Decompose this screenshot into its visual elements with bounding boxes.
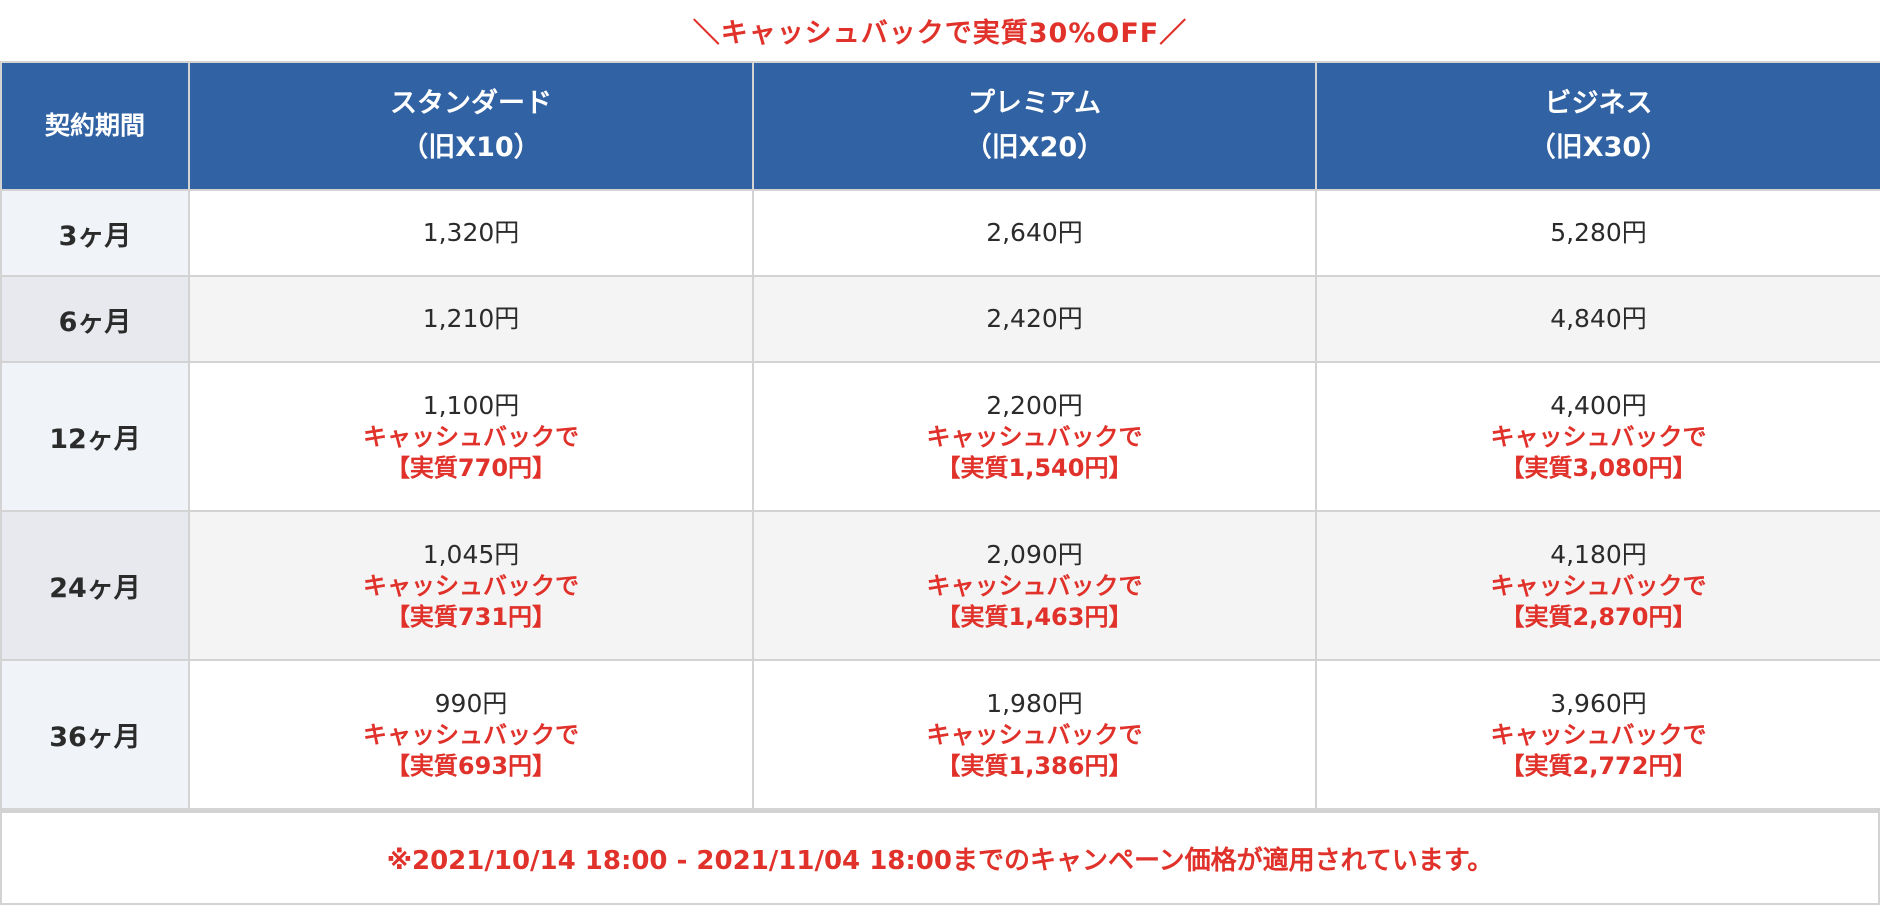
cashback-label: キャッシュバックで	[926, 422, 1143, 451]
plan-header-business: ビジネス （旧X30）	[1315, 61, 1880, 191]
price-cell: 1,210円	[188, 275, 754, 363]
plan-old-name: （旧X10）	[401, 132, 541, 163]
cashback-label: キャッシュバックで	[926, 720, 1143, 749]
plan-name: スタンダード	[390, 88, 552, 119]
monthly-price: 2,420円	[986, 304, 1083, 333]
table-row: 3ヶ月 1,320円 2,640円 5,280円	[0, 189, 1880, 277]
monthly-price: 4,400円	[1550, 390, 1647, 420]
price-cell: 4,180円 キャッシュバックで 【実質2,870円】	[1315, 510, 1880, 661]
price-cell: 2,640円	[752, 189, 1317, 277]
price-cell: 1,980円 キャッシュバックで 【実質1,386円】	[752, 659, 1317, 810]
price-cell: 2,090円 キャッシュバックで 【実質1,463円】	[752, 510, 1317, 661]
table-header-row: 契約期間 スタンダード （旧X10） プレミアム （旧X20） ビジネス （旧X…	[0, 61, 1880, 191]
cashback-label: キャッシュバックで	[1490, 720, 1707, 749]
monthly-price: 990円	[434, 688, 508, 718]
price-cell: 990円 キャッシュバックで 【実質693円】	[188, 659, 754, 810]
cashback-label: キャッシュバックで	[1490, 422, 1707, 451]
price-cell: 4,840円	[1315, 275, 1880, 363]
price-cell: 2,420円	[752, 275, 1317, 363]
price-cell: 1,045円 キャッシュバックで 【実質731円】	[188, 510, 754, 661]
monthly-price: 3,960円	[1550, 688, 1647, 718]
table-row: 36ヶ月 990円 キャッシュバックで 【実質693円】 1,980円 キャッシ…	[0, 659, 1880, 810]
monthly-price: 1,980円	[986, 688, 1083, 718]
period-cell: 12ヶ月	[0, 361, 190, 512]
table-row: 24ヶ月 1,045円 キャッシュバックで 【実質731円】 2,090円 キャ…	[0, 510, 1880, 661]
campaign-period-note: ※2021/10/14 18:00 - 2021/11/04 18:00までのキ…	[0, 810, 1880, 905]
monthly-price: 1,100円	[422, 390, 520, 420]
price-cell: 1,320円	[188, 189, 754, 277]
monthly-price: 2,200円	[986, 390, 1083, 420]
effective-price: 【実質693円】	[385, 751, 557, 780]
plan-name: プレミアム	[967, 88, 1102, 119]
effective-price: 【実質1,386円】	[936, 751, 1133, 780]
period-cell: 36ヶ月	[0, 659, 190, 810]
price-cell: 3,960円 キャッシュバックで 【実質2,772円】	[1315, 659, 1880, 810]
table-row: 12ヶ月 1,100円 キャッシュバックで 【実質770円】 2,200円 キャ…	[0, 361, 1880, 512]
price-cell: 2,200円 キャッシュバックで 【実質1,540円】	[752, 361, 1317, 512]
monthly-price: 1,320円	[422, 218, 520, 247]
period-header: 契約期間	[0, 61, 190, 191]
cashback-label: キャッシュバックで	[363, 422, 579, 451]
table-row: 6ヶ月 1,210円 2,420円 4,840円	[0, 275, 1880, 363]
price-cell: 1,100円 キャッシュバックで 【実質770円】	[188, 361, 754, 512]
monthly-price: 2,640円	[986, 218, 1083, 247]
monthly-price: 4,840円	[1550, 304, 1647, 333]
effective-price: 【実質2,772円】	[1500, 751, 1697, 780]
cashback-label: キャッシュバックで	[363, 571, 579, 600]
price-cell: 4,400円 キャッシュバックで 【実質3,080円】	[1315, 361, 1880, 512]
period-cell: 24ヶ月	[0, 510, 190, 661]
monthly-price: 5,280円	[1550, 218, 1647, 247]
cashback-label: キャッシュバックで	[363, 720, 579, 749]
period-cell: 3ヶ月	[0, 189, 190, 277]
plan-old-name: （旧X30）	[1528, 132, 1669, 163]
effective-price: 【実質731円】	[385, 602, 557, 631]
plan-header-standard: スタンダード （旧X10）	[188, 61, 754, 191]
effective-price: 【実質2,870円】	[1500, 602, 1697, 631]
cashback-label: キャッシュバックで	[926, 571, 1143, 600]
plan-header-premium: プレミアム （旧X20）	[752, 61, 1317, 191]
price-cell: 5,280円	[1315, 189, 1880, 277]
monthly-price: 1,045円	[422, 539, 520, 569]
monthly-price: 4,180円	[1550, 539, 1647, 569]
plan-old-name: （旧X20）	[964, 132, 1105, 163]
cashback-label: キャッシュバックで	[1490, 571, 1707, 600]
period-cell: 6ヶ月	[0, 275, 190, 363]
pricing-table: 契約期間 スタンダード （旧X10） プレミアム （旧X20） ビジネス （旧X…	[0, 61, 1880, 810]
effective-price: 【実質1,540円】	[936, 453, 1133, 482]
monthly-price: 2,090円	[986, 539, 1083, 569]
effective-price: 【実質770円】	[385, 453, 557, 482]
effective-price: 【実質3,080円】	[1500, 453, 1697, 482]
effective-price: 【実質1,463円】	[936, 602, 1133, 631]
monthly-price: 1,210円	[422, 304, 520, 333]
plan-name: ビジネス	[1544, 88, 1653, 119]
campaign-banner: ＼キャッシュバックで実質30%OFF／	[692, 18, 1188, 49]
